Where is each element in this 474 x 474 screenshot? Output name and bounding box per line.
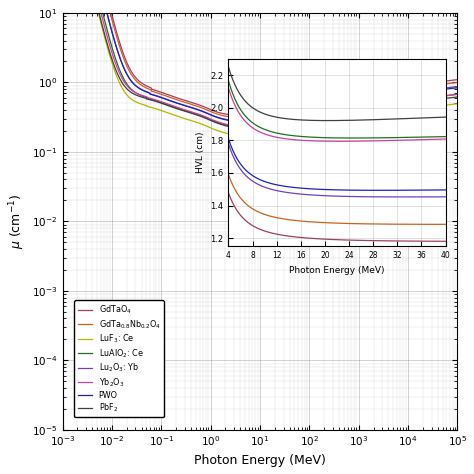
LuF$_3$: Ce: (5.91e+04, 0.47): Ce: (5.91e+04, 0.47) (443, 102, 449, 108)
Y-axis label: $\mu$ (cm$^{-1}$): $\mu$ (cm$^{-1}$) (7, 194, 27, 249)
Yb$_2$O$_3$ (242, 123, 248, 129)
Lu$_2$O$_3$: Yb: (1e+05, 0.87): Yb: (1e+05, 0.87) (455, 84, 460, 90)
Yb$_2$O$_3$ (455, 91, 460, 97)
PWO (235, 118, 241, 124)
GdTa$_{0.8}$Nb$_{0.2}$O$_4$ (443, 81, 449, 87)
Lu$_2$O$_3$: Yb: (5.91e+04, 0.833): Yb: (5.91e+04, 0.833) (443, 85, 449, 91)
LuAlO$_2$: Ce: (4.19, 0.231): Ce: (4.19, 0.231) (238, 124, 244, 129)
Line: PbF$_2$: PbF$_2$ (63, 0, 457, 128)
GdTaO$_4$ (443, 78, 449, 84)
GdTa$_{0.8}$Nb$_{0.2}$O$_4$ (371, 91, 376, 97)
Lu$_2$O$_3$: Yb: (3.36, 0.283): Yb: (3.36, 0.283) (234, 118, 239, 123)
PWO (371, 97, 376, 102)
PWO (252, 118, 257, 123)
GdTaO$_4$ (455, 77, 460, 82)
PbF$_2$ (371, 106, 376, 111)
LuAlO$_2$: Ce: (7.83, 0.233): Ce: (7.83, 0.233) (252, 123, 257, 129)
Line: Yb$_2$O$_3$: Yb$_2$O$_3$ (63, 0, 457, 126)
Yb$_2$O$_3$ (371, 103, 376, 109)
GdTa$_{0.8}$Nb$_{0.2}$O$_4$ (233, 114, 238, 120)
LuF$_3$: Ce: (4.76, 0.174): Ce: (4.76, 0.174) (241, 132, 247, 138)
GdTaO$_4$ (443, 78, 449, 84)
Lu$_2$O$_3$: Yb: (7.83, 0.292): Yb: (7.83, 0.292) (252, 117, 257, 122)
GdTa$_{0.8}$Nb$_{0.2}$O$_4$ (455, 80, 460, 85)
Line: LuF$_3$: Ce: LuF$_3$: Ce (63, 0, 457, 135)
Yb$_2$O$_3$ (443, 93, 449, 99)
PWO (443, 86, 449, 92)
Lu$_2$O$_3$: Yb: (4.81, 0.286): Yb: (4.81, 0.286) (241, 117, 247, 123)
LuF$_3$: Ce: (1e+05, 0.491): Ce: (1e+05, 0.491) (455, 101, 460, 107)
PWO (443, 86, 449, 92)
Line: Lu$_2$O$_3$: Yb: Lu$_2$O$_3$: Yb (63, 0, 457, 120)
GdTa$_{0.8}$Nb$_{0.2}$O$_4$ (443, 81, 449, 87)
PbF$_2$ (455, 94, 460, 100)
Yb$_2$O$_3$ (241, 123, 247, 129)
LuAlO$_2$: Ce: (5.86e+04, 0.644): Ce: (5.86e+04, 0.644) (443, 93, 449, 99)
Yb$_2$O$_3$ (443, 93, 449, 99)
LuF$_3$: Ce: (8.67, 0.174): Ce: (8.67, 0.174) (254, 132, 260, 138)
Line: GdTaO$_4$: GdTaO$_4$ (63, 0, 457, 115)
Yb$_2$O$_3$ (252, 123, 257, 129)
LuAlO$_2$: Ce: (2.01e+03, 0.458): Ce: (2.01e+03, 0.458) (371, 103, 376, 109)
LuAlO$_2$: Ce: (1e+05, 0.674): Ce: (1e+05, 0.674) (455, 91, 460, 97)
Line: LuAlO$_2$: Ce: LuAlO$_2$: Ce (63, 0, 457, 127)
Legend: GdTaO$_4$, GdTa$_{0.8}$Nb$_{0.2}$O$_4$, LuF$_3$: Ce, LuAlO$_2$: Ce, Lu$_2$O$_3$:: GdTaO$_4$, GdTa$_{0.8}$Nb$_{0.2}$O$_4$, … (74, 301, 164, 418)
LuF$_3$: Ce: (2.01e+03, 0.334): Ce: (2.01e+03, 0.334) (371, 113, 376, 118)
PbF$_2$ (257, 125, 263, 131)
X-axis label: Photon Energy (MeV): Photon Energy (MeV) (194, 454, 326, 467)
GdTa$_{0.8}$Nb$_{0.2}$O$_4$ (252, 113, 257, 118)
PWO (241, 118, 247, 124)
Line: PWO: PWO (63, 0, 457, 121)
GdTa$_{0.8}$Nb$_{0.2}$O$_4$ (241, 114, 247, 119)
LuF$_3$: Ce: (5.86e+04, 0.47): Ce: (5.86e+04, 0.47) (443, 102, 449, 108)
LuF$_3$: Ce: (7.76, 0.174): Ce: (7.76, 0.174) (252, 132, 257, 138)
Lu$_2$O$_3$: Yb: (5.86e+04, 0.832): Yb: (5.86e+04, 0.832) (443, 85, 449, 91)
GdTaO$_4$ (371, 89, 376, 94)
GdTaO$_4$ (231, 112, 237, 118)
LuAlO$_2$: Ce: (4.81, 0.231): Ce: (4.81, 0.231) (241, 124, 247, 129)
Line: GdTa$_{0.8}$Nb$_{0.2}$O$_4$: GdTa$_{0.8}$Nb$_{0.2}$O$_4$ (63, 0, 457, 117)
PbF$_2$ (443, 95, 449, 101)
PbF$_2$ (252, 125, 257, 131)
PWO (455, 85, 460, 91)
Lu$_2$O$_3$: Yb: (2.01e+03, 0.592): Yb: (2.01e+03, 0.592) (371, 95, 376, 101)
GdTaO$_4$ (252, 110, 257, 116)
GdTaO$_4$ (241, 111, 247, 117)
PbF$_2$ (443, 95, 449, 101)
PbF$_2$ (241, 125, 247, 131)
LuAlO$_2$: Ce: (5.91e+04, 0.645): Ce: (5.91e+04, 0.645) (443, 93, 449, 99)
